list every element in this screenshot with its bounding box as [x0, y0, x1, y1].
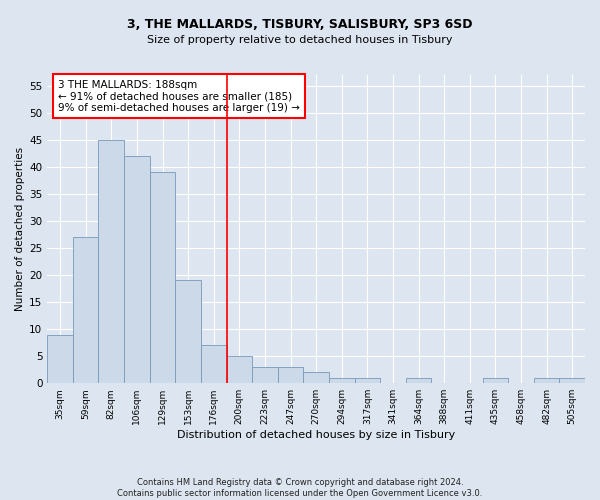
Bar: [150, 172, 175, 383]
Bar: [47, 334, 73, 383]
Text: 3, THE MALLARDS, TISBURY, SALISBURY, SP3 6SD: 3, THE MALLARDS, TISBURY, SALISBURY, SP3…: [127, 18, 473, 30]
Bar: [252, 367, 278, 383]
Bar: [73, 237, 98, 383]
Y-axis label: Number of detached properties: Number of detached properties: [15, 147, 25, 311]
Bar: [406, 378, 431, 383]
Bar: [329, 378, 355, 383]
Text: Contains HM Land Registry data © Crown copyright and database right 2024.
Contai: Contains HM Land Registry data © Crown c…: [118, 478, 482, 498]
Text: 3 THE MALLARDS: 188sqm
← 91% of detached houses are smaller (185)
9% of semi-det: 3 THE MALLARDS: 188sqm ← 91% of detached…: [58, 80, 300, 113]
Bar: [201, 346, 227, 383]
Text: Size of property relative to detached houses in Tisbury: Size of property relative to detached ho…: [147, 35, 453, 45]
Bar: [278, 367, 304, 383]
Bar: [355, 378, 380, 383]
Bar: [98, 140, 124, 383]
Bar: [175, 280, 201, 383]
Bar: [124, 156, 150, 383]
Bar: [227, 356, 252, 383]
Bar: [534, 378, 559, 383]
Bar: [559, 378, 585, 383]
Bar: [304, 372, 329, 383]
X-axis label: Distribution of detached houses by size in Tisbury: Distribution of detached houses by size …: [177, 430, 455, 440]
Bar: [482, 378, 508, 383]
